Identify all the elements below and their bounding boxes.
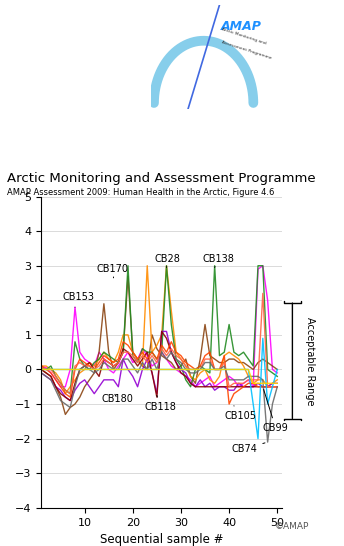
Text: CB153: CB153	[63, 292, 95, 307]
Text: Acceptable Range: Acceptable Range	[304, 317, 315, 405]
Text: CB138: CB138	[203, 254, 235, 268]
Text: CB180: CB180	[101, 394, 133, 404]
Text: AMAP: AMAP	[221, 20, 261, 33]
Text: Arctic Monitoring and: Arctic Monitoring and	[221, 28, 266, 46]
Text: CB74: CB74	[232, 443, 265, 454]
Text: ©AMAP: ©AMAP	[275, 522, 310, 531]
Text: CB118: CB118	[145, 395, 177, 412]
Text: Arctic Monitoring and Assessment Programme: Arctic Monitoring and Assessment Program…	[7, 172, 315, 185]
Text: CB28: CB28	[154, 254, 180, 268]
Text: CB170: CB170	[97, 264, 129, 278]
Text: CB105: CB105	[224, 406, 256, 421]
Text: CB99: CB99	[263, 389, 289, 433]
Text: Assessment Programme: Assessment Programme	[221, 40, 272, 61]
Text: AMAP Assessment 2009: Human Health in the Arctic, Figure 4.6: AMAP Assessment 2009: Human Health in th…	[7, 188, 274, 197]
X-axis label: Sequential sample #: Sequential sample #	[100, 533, 224, 546]
